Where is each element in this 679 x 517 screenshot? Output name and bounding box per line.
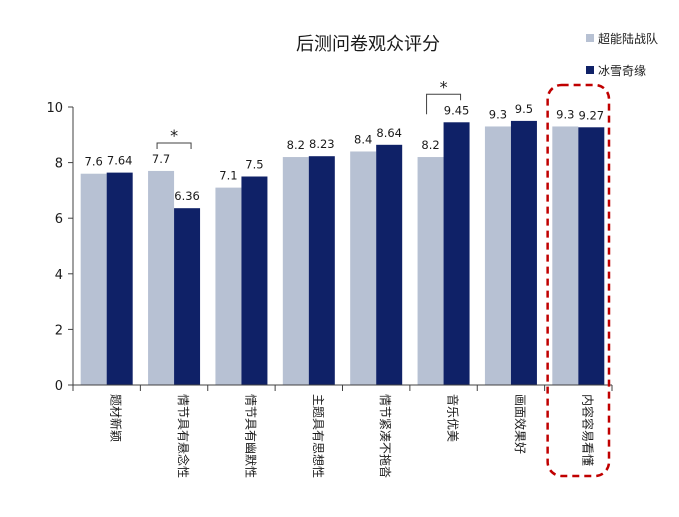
data-label: 8.4 bbox=[354, 132, 372, 146]
y-tick-label: 6 bbox=[55, 212, 63, 227]
legend-label-series-2: 冰雪奇缘 bbox=[598, 64, 646, 78]
bar-series-1 bbox=[350, 151, 377, 385]
data-label: 8.2 bbox=[421, 138, 439, 152]
x-tick-label-group: 内容容易看懂 bbox=[580, 394, 595, 466]
legend-label-series-1: 超能陆战队 bbox=[598, 31, 658, 46]
x-tick-label: 主题具有思想性 bbox=[311, 394, 326, 478]
data-label: 9.45 bbox=[444, 103, 470, 117]
data-label: 8.2 bbox=[287, 138, 305, 152]
bar-series-1 bbox=[282, 157, 309, 385]
data-label: 9.3 bbox=[556, 107, 574, 121]
legend-swatch-series-1 bbox=[586, 34, 594, 42]
x-tick-label: 音乐优美 bbox=[446, 394, 461, 442]
significance-bracket bbox=[426, 93, 462, 115]
bar-series-2 bbox=[174, 208, 201, 385]
highlight-box bbox=[546, 83, 611, 478]
bar-series-2 bbox=[443, 122, 470, 385]
bar-series-2 bbox=[308, 156, 335, 385]
x-tick-label-group: 情节紧凑不拖沓 bbox=[378, 394, 392, 478]
x-tick-label: 情节紧凑不拖沓 bbox=[378, 394, 392, 478]
data-label: 9.3 bbox=[489, 107, 507, 121]
data-label: 7.1 bbox=[219, 169, 237, 183]
data-label: 7.5 bbox=[245, 158, 263, 172]
bars bbox=[80, 120, 605, 386]
bar-series-1 bbox=[215, 187, 242, 385]
significance-bracket bbox=[156, 142, 192, 149]
bar-series-1 bbox=[484, 126, 511, 386]
data-label: 7.64 bbox=[107, 154, 133, 168]
y-tick-label: 0 bbox=[55, 379, 63, 394]
bar-series-2 bbox=[578, 127, 605, 385]
bar-series-2 bbox=[241, 176, 268, 385]
significance-marker: * bbox=[170, 126, 178, 145]
legend: 超能陆战队 冰雪奇缘 bbox=[586, 31, 658, 78]
x-tick-label: 画面效果好 bbox=[513, 394, 528, 454]
y-tick-label: 4 bbox=[55, 268, 63, 283]
bar-series-1 bbox=[552, 126, 579, 386]
x-tick-label: 情节具有悬念性 bbox=[176, 394, 191, 478]
y-tick-label: 10 bbox=[46, 101, 63, 116]
bar-series-1 bbox=[417, 157, 444, 385]
bar-series-1 bbox=[80, 173, 107, 385]
bar-series-2 bbox=[510, 120, 537, 386]
legend-swatch-series-2 bbox=[586, 66, 594, 74]
x-tick-label-group: 画面效果好 bbox=[513, 394, 528, 454]
significance-marker: * bbox=[440, 77, 448, 96]
y-axis: 0 2 4 6 8 10 bbox=[46, 101, 74, 394]
x-tick-label: 题材新颖 bbox=[109, 394, 124, 442]
x-tick-label-group: 音乐优美 bbox=[446, 394, 461, 442]
value-labels: 7.6 7.7 7.1 8.2 8.4 8.2 9.3 9.3 7.64 6.36 7.5 8.23 8… bbox=[85, 102, 605, 203]
bar-series-2 bbox=[376, 144, 403, 385]
bar-series-2 bbox=[106, 172, 133, 385]
data-label: 8.64 bbox=[376, 126, 402, 140]
data-label: 7.7 bbox=[152, 152, 170, 166]
x-tick-label-group: 主题具有思想性 bbox=[311, 394, 326, 478]
chart-title: 后测问卷观众评分 bbox=[296, 34, 440, 55]
x-axis: 题材新颖 情节具有悬念性 情节具有幽默性 主题具有思想性 情节紧凑不拖沓 音乐优美 画面效果… bbox=[72, 384, 613, 478]
x-tick-label-group: 题材新颖 bbox=[109, 394, 124, 442]
data-label: 9.27 bbox=[579, 108, 605, 122]
data-label: 7.6 bbox=[85, 155, 103, 169]
x-tick-label-group: 情节具有幽默性 bbox=[243, 394, 258, 478]
data-label: 8.23 bbox=[309, 137, 335, 151]
x-tick-label: 情节具有幽默性 bbox=[243, 394, 258, 478]
x-tick-label: 内容容易看懂 bbox=[580, 394, 595, 466]
data-label: 6.36 bbox=[174, 189, 200, 203]
bar-series-1 bbox=[148, 170, 175, 385]
x-tick-label-group: 情节具有悬念性 bbox=[176, 394, 191, 478]
data-label: 9.5 bbox=[515, 102, 533, 116]
annotations: ** bbox=[156, 77, 611, 478]
y-tick-label: 8 bbox=[55, 157, 63, 172]
y-tick-label: 2 bbox=[55, 323, 63, 338]
